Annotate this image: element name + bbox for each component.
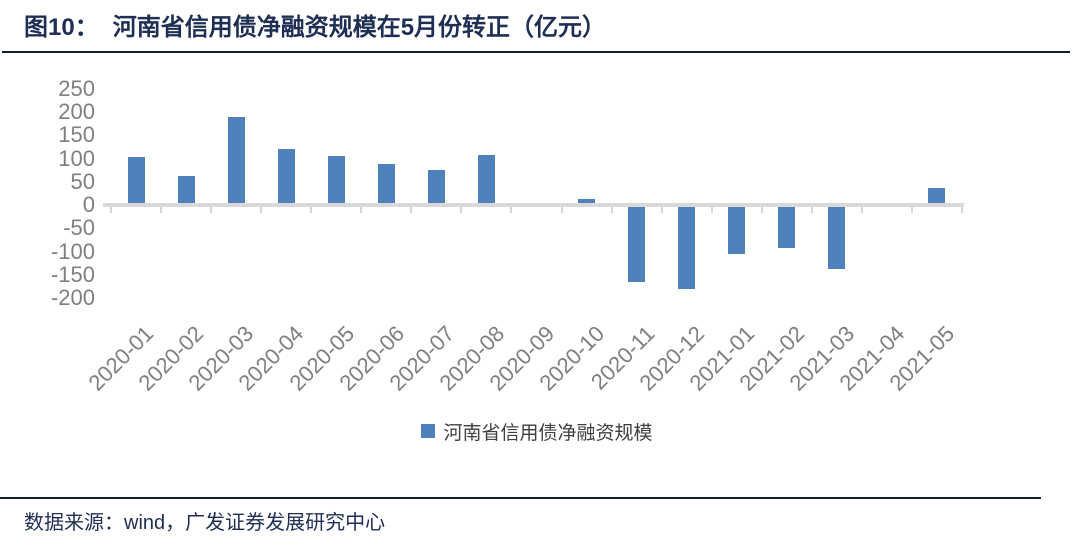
axis-tick-mark	[310, 206, 313, 213]
bar-2021-01	[728, 205, 746, 254]
figure-number: 图10：	[24, 14, 99, 41]
title-divider	[2, 51, 1070, 53]
figure-title: 图10： 河南省信用债净融资规模在5月份转正（亿元）	[24, 7, 606, 42]
y-tick-label: -100	[50, 238, 95, 264]
chart-legend: 河南省信用债净融资规模	[111, 418, 963, 444]
y-tick-label: 250	[58, 75, 95, 101]
axis-tick-mark	[610, 206, 613, 213]
y-tick-label: 150	[58, 122, 95, 148]
y-tick-label: 50	[70, 168, 95, 194]
bar-2021-03	[828, 205, 846, 270]
axis-tick-mark	[160, 206, 163, 213]
axis-tick-mark	[910, 206, 913, 213]
axis-tick-mark	[810, 206, 813, 213]
bar-2020-11	[628, 205, 646, 283]
axis-tick-mark	[860, 206, 863, 213]
figure-title-text: 河南省信用债净融资规模在5月份转正（亿元）	[112, 14, 607, 41]
data-source: 数据来源：wind，广发证券发展研究中心	[24, 512, 386, 534]
bar-2021-05	[928, 187, 946, 206]
bar-2020-07	[427, 170, 445, 206]
bar-2020-02	[177, 176, 195, 206]
y-tick-label: -200	[50, 285, 95, 310]
legend-label: 河南省信用债净融资规模	[443, 422, 653, 444]
bar-2020-06	[377, 164, 395, 206]
bar-2020-03	[227, 116, 245, 206]
axis-tick-mark	[760, 206, 763, 213]
bar-2021-02	[778, 205, 796, 248]
bar-2020-01	[127, 156, 145, 206]
axis-tick-mark	[961, 206, 964, 213]
bar-2020-08	[477, 155, 495, 206]
legend-swatch-icon	[421, 424, 436, 438]
axis-tick-mark	[510, 206, 513, 213]
axis-tick-mark	[560, 206, 563, 213]
bar-2020-12	[678, 205, 696, 290]
x-axis-line	[103, 202, 964, 207]
axis-tick-mark	[710, 206, 713, 213]
axis-tick-mark	[660, 206, 663, 213]
y-tick-label: 0	[82, 192, 95, 217]
y-tick-label: 200	[58, 99, 95, 124]
y-tick-label: 100	[58, 145, 95, 171]
axis-tick-mark	[210, 206, 213, 213]
bar-chart: 250 200 150 100 50 0 -50 -100 -150 -200 2020-01 20…	[0, 60, 1091, 440]
axis-tick-mark	[460, 206, 463, 213]
bar-2020-05	[327, 155, 345, 206]
axis-tick-mark	[410, 206, 413, 213]
axis-tick-mark	[110, 206, 112, 213]
axis-tick-mark	[260, 206, 263, 213]
axis-tick-mark	[360, 206, 363, 213]
y-tick-label: -50	[63, 215, 95, 241]
y-tick-label: -150	[50, 261, 95, 287]
footer-divider	[0, 497, 1041, 499]
bar-2020-04	[277, 149, 295, 206]
